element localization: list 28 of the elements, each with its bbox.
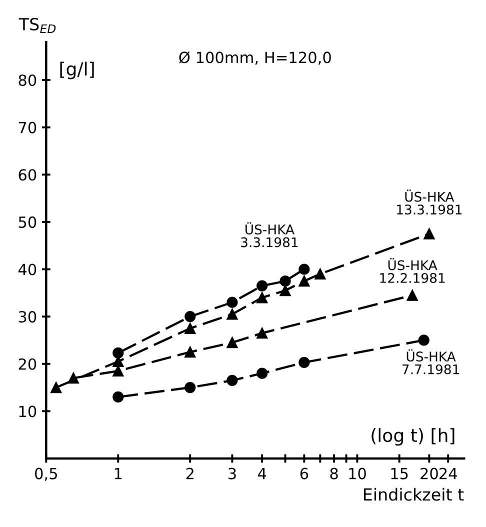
x-axis-title: Eindickzeit t <box>364 488 464 501</box>
series-label: ÜS-HKA 3.3.1981 <box>241 222 298 248</box>
x-tick-label: 4 <box>258 468 266 480</box>
x-tick-label: 8 <box>330 468 338 480</box>
x-tick-label: 2 <box>186 468 194 480</box>
x-tick-label: 20 <box>420 468 438 480</box>
y-axis-title: TS$_{ED}$ <box>18 18 56 33</box>
y-tick-label: 50 <box>18 216 36 228</box>
x-tick-label: 24 <box>440 468 457 480</box>
y-tick-label: 70 <box>18 122 36 134</box>
text: ÜS-HKA 13.3.1981 <box>397 190 462 215</box>
y-tick-label: 30 <box>18 311 36 323</box>
y-tick-label: 40 <box>18 264 36 276</box>
y-tick-label: 10 <box>19 406 36 418</box>
series-label: ÜS-HKA 7.7.1981 <box>402 349 459 374</box>
y-tick-label: 60 <box>18 169 36 181</box>
series-label: ÜS-HKA 12.2.1981 <box>380 258 445 283</box>
y-tick-label: 80 <box>18 74 36 86</box>
x-tick-label: 3 <box>228 468 236 480</box>
x-tick-label: 1 <box>114 468 122 480</box>
x-tick-label: 6 <box>300 468 308 480</box>
text: Ø 100mm, H=120,0 <box>179 51 331 65</box>
x-tick-label: 0,5 <box>35 468 57 481</box>
x-tick-label: 10 <box>349 468 366 480</box>
x-tick-label: 15 <box>391 468 408 480</box>
y-tick-label: 20 <box>18 358 36 370</box>
annotation: [g/l] <box>60 62 94 80</box>
annotation: (log t) [h] <box>372 428 454 446</box>
